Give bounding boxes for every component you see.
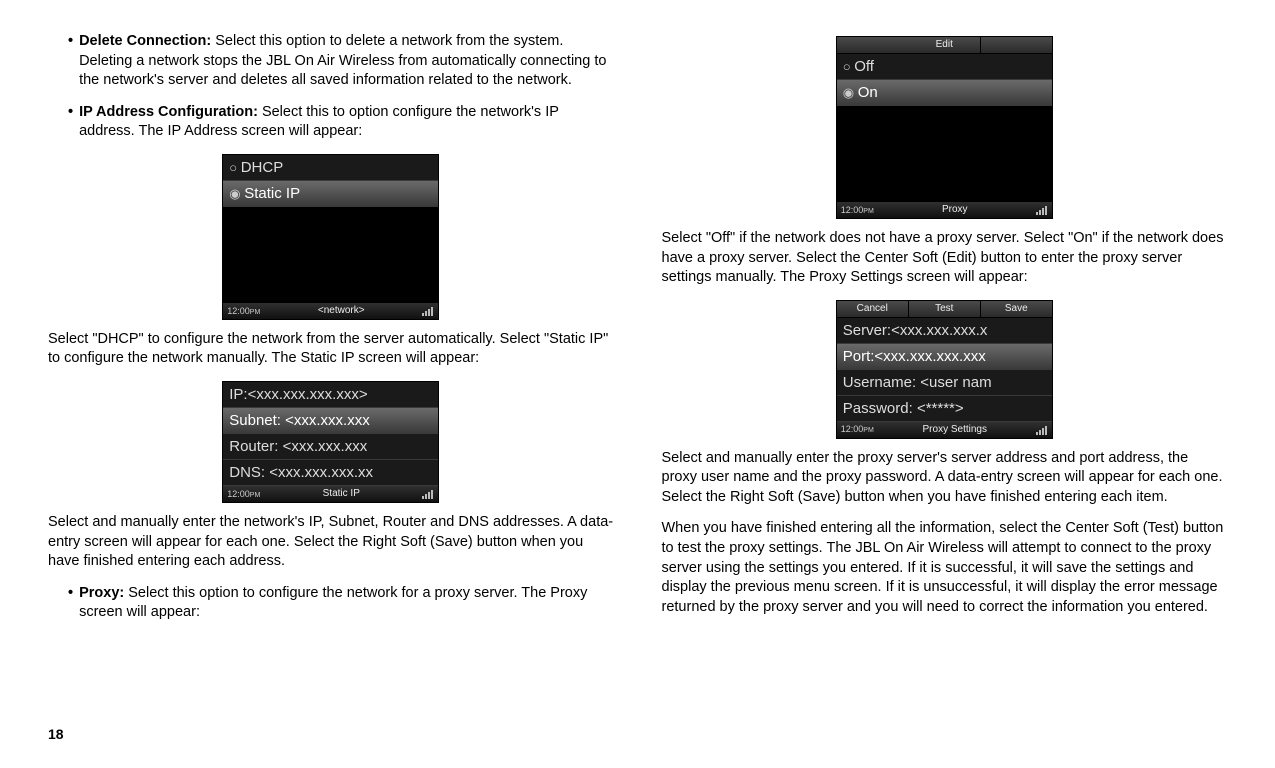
option-label: Static IP (244, 185, 300, 202)
clock: 12:00PM (227, 305, 260, 317)
field-subnet: Subnet: <xxx.xxx.xxx (223, 408, 438, 434)
option-label: Off (854, 58, 874, 75)
screen-body: Off On (837, 54, 1052, 202)
soft-button-save: Save (981, 301, 1052, 317)
para-proxy-onoff: Select "Off" if the network does not hav… (662, 229, 1228, 288)
bullet-title: IP Address Configuration: (79, 104, 258, 120)
screenshot-ip-address: DHCP Static IP 12:00PM <network> (222, 154, 439, 320)
screen-title: Proxy Settings (884, 423, 1026, 437)
field-ip: IP:<xxx.xxx.xxx.xxx> (223, 382, 438, 408)
option-on: On (837, 80, 1052, 106)
screen-title: <network> (270, 304, 412, 318)
page-number: 18 (48, 726, 64, 742)
bullet-body: Proxy: Select this option to configure t… (79, 584, 613, 623)
status-bar: 12:00PM <network> (223, 303, 438, 319)
bullet-ip-config: • IP Address Configuration: Select this … (68, 103, 614, 142)
bullet-title: Delete Connection: (79, 33, 211, 49)
screen-title: Static IP (270, 487, 412, 501)
soft-button-cancel: Cancel (837, 301, 909, 317)
bullet-delete-connection: • Delete Connection: Select this option … (68, 32, 614, 91)
para-proxy-test: When you have finished entering all the … (662, 519, 1228, 617)
option-static-ip: Static IP (223, 181, 438, 207)
signal-icon (422, 306, 434, 316)
para-dhcp-static: Select "DHCP" to configure the network f… (48, 330, 614, 369)
screenshot-proxy-settings: Cancel Test Save Server:<xxx.xxx.xxx.x P… (836, 300, 1053, 439)
screen-body: IP:<xxx.xxx.xxx.xxx> Subnet: <xxx.xxx.xx… (223, 382, 438, 486)
status-bar: 12:00PM Proxy (837, 202, 1052, 218)
clock: 12:00PM (227, 488, 260, 500)
option-off: Off (837, 54, 1052, 80)
para-proxy-entry: Select and manually enter the proxy serv… (662, 449, 1228, 508)
field-username: Username: <user nam (837, 370, 1052, 396)
bullet-proxy: • Proxy: Select this option to configure… (68, 584, 614, 623)
soft-button-edit: Edit (909, 37, 981, 53)
screen-title: Proxy (884, 203, 1026, 217)
bullet-body: IP Address Configuration: Select this to… (79, 103, 613, 142)
screen-body: Server:<xxx.xxx.xxx.x Port:<xxx.xxx.xxx.… (837, 318, 1052, 422)
signal-icon (422, 489, 434, 499)
option-dhcp: DHCP (223, 155, 438, 181)
bullet-mark: • (68, 103, 73, 142)
field-password: Password: <*****> (837, 396, 1052, 422)
left-column: • Delete Connection: Select this option … (48, 32, 614, 635)
screenshot-static-ip: IP:<xxx.xxx.xxx.xxx> Subnet: <xxx.xxx.xx… (222, 381, 439, 503)
option-label: DHCP (241, 159, 284, 176)
screen-empty (837, 106, 1052, 202)
top-bar: Cancel Test Save (837, 301, 1052, 318)
screenshot-proxy: Edit Off On 12:00PM Proxy (836, 36, 1053, 219)
bullet-text: Select this option to configure the netw… (79, 585, 587, 621)
bullet-mark: • (68, 584, 73, 623)
bullet-mark: • (68, 32, 73, 91)
field-router: Router: <xxx.xxx.xxx (223, 434, 438, 460)
bullet-title: Proxy: (79, 585, 124, 601)
soft-button-test: Test (909, 301, 981, 317)
signal-icon (1036, 205, 1048, 215)
screen-empty (223, 207, 438, 303)
signal-icon (1036, 425, 1048, 435)
clock: 12:00PM (841, 423, 874, 435)
option-label: On (858, 84, 878, 101)
screen-body: DHCP Static IP (223, 155, 438, 303)
field-server: Server:<xxx.xxx.xxx.x (837, 318, 1052, 344)
clock: 12:00PM (841, 204, 874, 216)
field-port: Port:<xxx.xxx.xxx.xxx (837, 344, 1052, 370)
field-dns: DNS: <xxx.xxx.xxx.xx (223, 460, 438, 486)
manual-page: • Delete Connection: Select this option … (0, 0, 1275, 655)
para-static-entry: Select and manually enter the network's … (48, 513, 614, 572)
top-bar: Edit (837, 37, 1052, 54)
right-column: Edit Off On 12:00PM Proxy Select "Off" i… (662, 32, 1228, 635)
status-bar: 12:00PM Proxy Settings (837, 422, 1052, 438)
bullet-body: Delete Connection: Select this option to… (79, 32, 613, 91)
status-bar: 12:00PM Static IP (223, 486, 438, 502)
